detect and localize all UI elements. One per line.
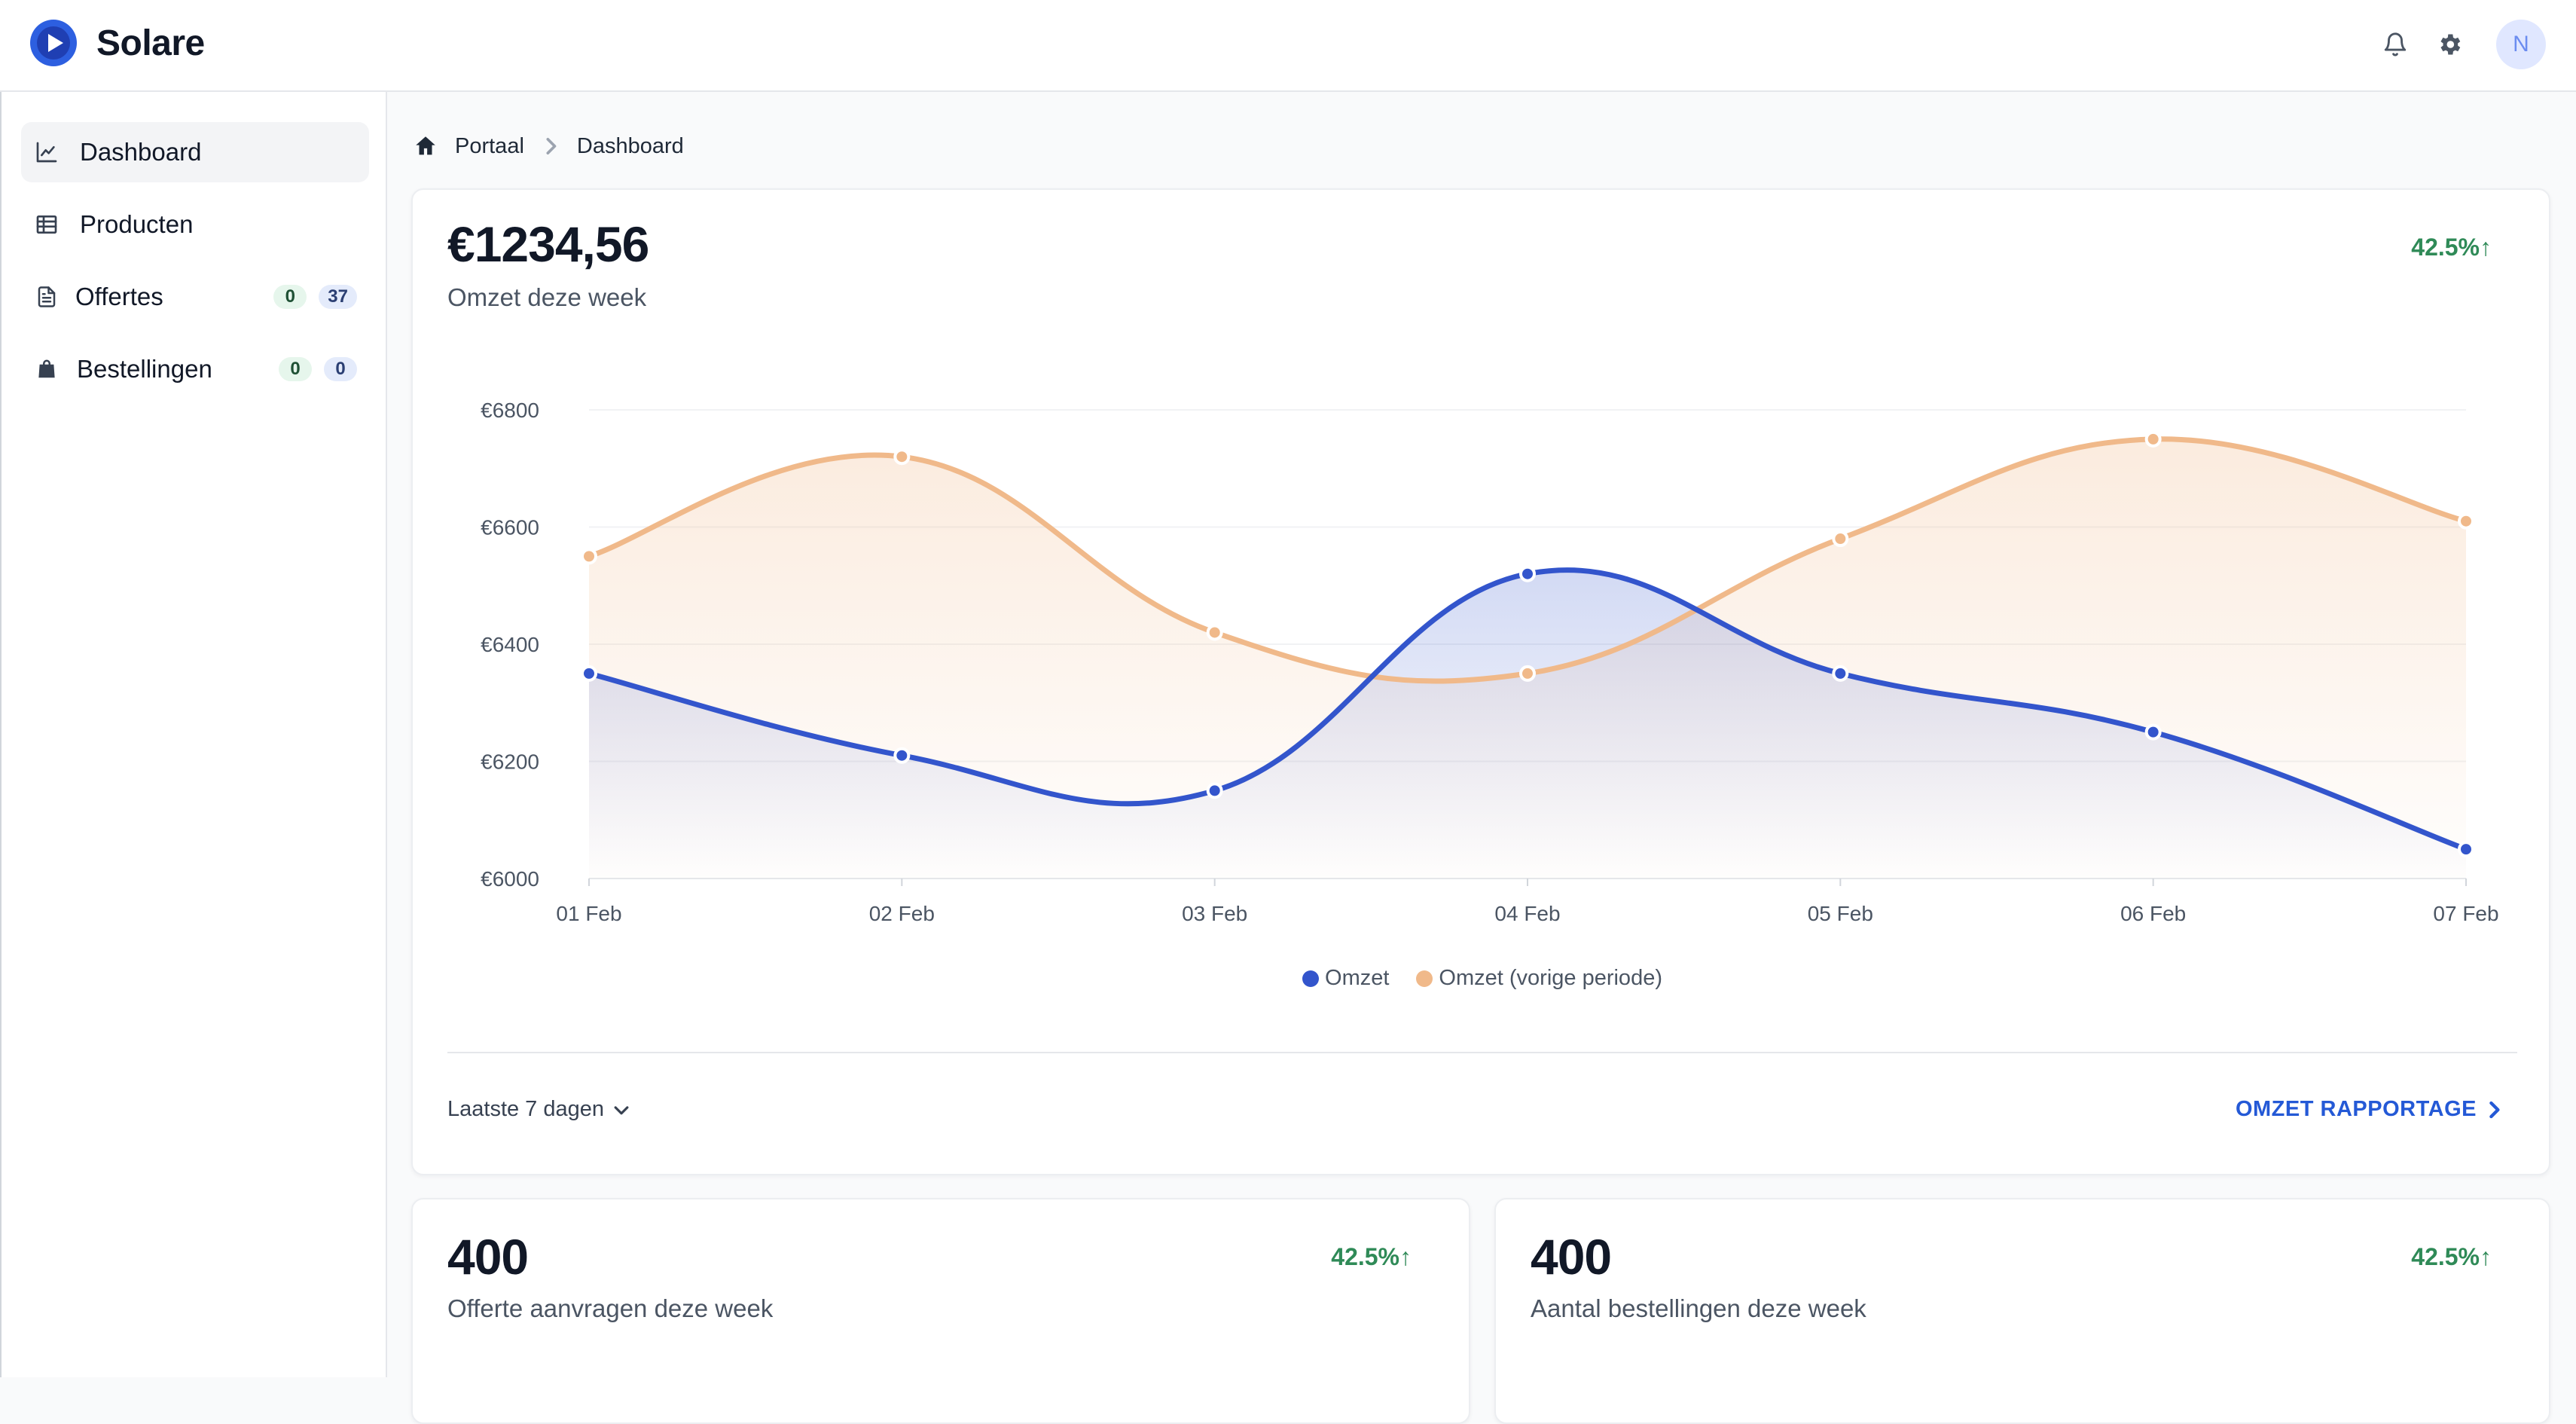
data-point-vorige-periode (2458, 512, 2474, 530)
count-badge: 37 (319, 285, 357, 309)
table-icon (33, 211, 60, 238)
app-name: Solare (96, 23, 205, 63)
sidebar-item-label: Offertes (75, 283, 163, 310)
badge-group: 0 0 (267, 357, 357, 381)
offerte-change: 42.5%↑ (1331, 1243, 1412, 1270)
revenue-value: €1234,56 (447, 216, 649, 272)
brand-logo-icon (30, 20, 77, 66)
gear-icon[interactable] (2433, 28, 2466, 61)
legend-item-omzet-vorige-periode[interactable]: Omzet (vorige periode) (1416, 966, 1662, 991)
home-icon[interactable] (413, 133, 438, 159)
revenue-card: €1234,56 Omzet deze week 42.5%↑ €6800 €66… (411, 188, 2550, 1175)
data-point-omzet (1206, 782, 1223, 799)
breadcrumb-item[interactable]: Portaal (455, 133, 524, 158)
revenue-label: Omzet deze week (447, 283, 647, 311)
chevron-right-icon (542, 136, 559, 156)
y-tick-label: €6800 (481, 399, 539, 422)
card-divider (447, 1052, 2517, 1053)
data-point-vorige-periode (2144, 430, 2162, 448)
x-tick-label: 05 Feb (1808, 902, 1873, 925)
sidebar-item-offertes[interactable]: Offertes 0 37 (21, 267, 369, 327)
status-badge: 0 (279, 357, 312, 381)
data-point-omzet (2458, 841, 2474, 858)
document-icon (33, 283, 60, 310)
sidebar-item-producten[interactable]: Producten (21, 194, 369, 255)
badge-group: 0 37 (261, 285, 357, 309)
status-badge: 0 (273, 285, 307, 309)
data-point-vorige-periode (1832, 530, 1849, 548)
sidebar-item-bestellingen[interactable]: Bestellingen 0 0 (21, 339, 369, 399)
data-point-vorige-periode (1206, 624, 1223, 641)
sidebar-item-label: Dashboard (80, 138, 202, 166)
brand[interactable]: Solare (29, 17, 205, 69)
bestellingen-label: Aantal bestellingen deze week (1531, 1294, 1866, 1322)
revenue-change: 42.5%↑ (2411, 234, 2492, 261)
legend-dot (1416, 970, 1433, 987)
bestellingen-change: 42.5%↑ (2411, 1243, 2492, 1270)
data-point-omzet (581, 665, 597, 682)
omzet-rapportage-link[interactable]: OMZET RAPPORTAGE (2236, 1097, 2501, 1122)
data-point-vorige-periode (581, 548, 597, 565)
chart-line-icon (33, 139, 60, 166)
x-tick-label: 01 Feb (556, 902, 621, 925)
sidebar: Dashboard Producten Offertes 0 37 (0, 92, 387, 1377)
data-point-omzet (1519, 565, 1536, 582)
top-bar: Solare N (0, 0, 2576, 92)
shopping-bag-icon (33, 356, 60, 383)
y-tick-label: €6200 (481, 750, 539, 774)
data-point-omzet (893, 747, 911, 764)
legend-dot (1302, 970, 1320, 987)
revenue-chart: €6800 €6600 €6400 €6200 €6000 01 Feb 02 Feb 03 … (481, 399, 2498, 925)
period-dropdown[interactable]: Laatste 7 dagen (447, 1097, 630, 1122)
data-point-vorige-periode (893, 448, 911, 466)
y-tick-label: €6400 (481, 633, 539, 656)
bell-icon[interactable] (2379, 28, 2412, 61)
offerte-value: 400 (447, 1229, 529, 1285)
legend-label: Omzet (1325, 966, 1390, 990)
x-tick-label: 03 Feb (1182, 902, 1247, 925)
bestellingen-value: 400 (1531, 1229, 1612, 1285)
chevron-down-icon (613, 1102, 630, 1118)
count-badge: 0 (324, 357, 357, 381)
data-point-vorige-periode (1519, 665, 1536, 682)
y-tick-label: €6000 (481, 867, 539, 891)
chevron-right-icon (2487, 1100, 2501, 1120)
sidebar-item-label: Producten (80, 210, 194, 238)
sidebar-item-label: Bestellingen (77, 355, 212, 383)
x-tick-label: 06 Feb (2120, 902, 2186, 925)
y-tick-label: €6600 (481, 516, 539, 539)
top-actions: N (2358, 18, 2546, 71)
x-tick-label: 07 Feb (2433, 902, 2498, 925)
legend-label: Omzet (vorige periode) (1439, 966, 1662, 990)
data-point-omzet (1832, 665, 1849, 682)
series-area-omzet (589, 570, 2466, 879)
legend-item-omzet[interactable]: Omzet (1302, 966, 1389, 991)
period-dropdown-value: Laatste 7 dagen (447, 1097, 605, 1121)
x-tick-label: 04 Feb (1494, 902, 1560, 925)
offerte-label: Offerte aanvragen deze week (447, 1294, 774, 1322)
bestellingen-card: 400 Aantal bestellingen deze week 42.5%↑ (1494, 1198, 2550, 1424)
breadcrumb-item-current: Dashboard (576, 133, 684, 158)
avatar[interactable]: N (2496, 20, 2546, 69)
sidebar-item-dashboard[interactable]: Dashboard (21, 122, 369, 182)
offerte-card: 400 Offerte aanvragen deze week 42.5%↑ (411, 1198, 1470, 1424)
data-point-omzet (2144, 723, 2162, 741)
x-tick-label: 02 Feb (869, 902, 935, 925)
breadcrumb: Portaal Dashboard (413, 130, 684, 163)
chart-legend: Omzet Omzet (vorige periode) (413, 966, 2552, 991)
report-link-label: OMZET RAPPORTAGE (2235, 1097, 2477, 1121)
